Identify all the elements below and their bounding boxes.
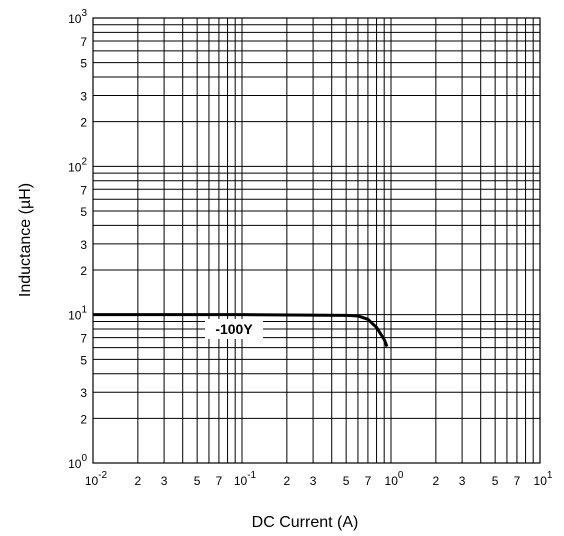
x-tick-label: 3 — [161, 474, 168, 488]
tick-exponent: -2 — [98, 470, 107, 481]
y-tick-label: 103 — [68, 8, 87, 26]
tick-base: 10 — [68, 457, 82, 471]
tick-base: 7 — [80, 183, 87, 197]
tick-exponent: 3 — [81, 8, 87, 19]
y-tick-label: 100 — [68, 453, 87, 471]
x-tick-label: 5 — [343, 474, 350, 488]
tick-base: 5 — [80, 205, 87, 219]
y-tick-label: 101 — [68, 305, 87, 323]
tick-base: 3 — [161, 474, 168, 488]
tick-base: 3 — [80, 90, 87, 104]
series-line — [93, 313, 389, 348]
y-tick-label: 3 — [80, 238, 87, 252]
x-tick-label: 7 — [365, 474, 372, 488]
tick-base: 3 — [310, 474, 317, 488]
tick-base: 10 — [68, 309, 82, 323]
tick-base: 7 — [80, 35, 87, 49]
x-tick-label: 100 — [385, 470, 404, 488]
x-tick-label: 10-2 — [85, 470, 108, 488]
x-tick-label: 3 — [310, 474, 317, 488]
y-tick-label: 3 — [80, 90, 87, 104]
y-tick-label: 5 — [80, 57, 87, 71]
y-tick-label: 5 — [80, 353, 87, 367]
tick-base: 2 — [80, 116, 87, 130]
tick-base: 10 — [385, 474, 399, 488]
x-tick-label: 7 — [216, 474, 223, 488]
x-tick-label: 7 — [514, 474, 521, 488]
tick-base: 10 — [534, 474, 548, 488]
tick-base: 2 — [284, 474, 291, 488]
tick-exponent: 0 — [398, 470, 404, 481]
tick-base: 10 — [234, 474, 248, 488]
x-tick-label: 5 — [194, 474, 201, 488]
x-axis-title: DC Current (A) — [252, 514, 359, 531]
tick-base: 5 — [343, 474, 350, 488]
tick-base: 7 — [365, 474, 372, 488]
x-tick-label: 101 — [534, 470, 553, 488]
x-tick-label: 10-1 — [234, 470, 257, 488]
tick-base: 3 — [80, 238, 87, 252]
plot-frame — [92, 17, 541, 464]
x-tick-label: 5 — [492, 474, 499, 488]
tick-base: 7 — [216, 474, 223, 488]
y-tick-label: 102 — [68, 156, 87, 174]
tick-base: 5 — [80, 57, 87, 71]
tick-base: 10 — [68, 12, 82, 26]
tick-exponent: 2 — [81, 156, 87, 167]
tick-exponent: -1 — [247, 470, 256, 481]
x-tick-label: 2 — [433, 474, 440, 488]
tick-exponent: 0 — [81, 453, 87, 464]
y-tick-label: 2 — [80, 264, 87, 278]
y-tick-label: 3 — [80, 386, 87, 400]
y-tick-label: 7 — [80, 183, 87, 197]
tick-base: 2 — [135, 474, 142, 488]
y-tick-label: 7 — [80, 35, 87, 49]
tick-base: 5 — [194, 474, 201, 488]
y-tick-label: 2 — [80, 412, 87, 426]
x-tick-label: 2 — [284, 474, 291, 488]
series-label-bg — [205, 319, 263, 339]
series-label: -100Y — [215, 321, 253, 337]
y-tick-label: 7 — [80, 332, 87, 346]
tick-base: 10 — [85, 474, 99, 488]
tick-base: 2 — [80, 264, 87, 278]
y-axis-title: Inductance (µH) — [17, 183, 34, 297]
tick-exponent: 1 — [81, 305, 87, 316]
x-tick-label: 2 — [135, 474, 142, 488]
y-tick-label: 5 — [80, 205, 87, 219]
tick-base: 10 — [68, 160, 82, 174]
tick-exponent: 1 — [547, 470, 553, 481]
y-tick-label: 2 — [80, 116, 87, 130]
x-tick-label: 3 — [459, 474, 466, 488]
